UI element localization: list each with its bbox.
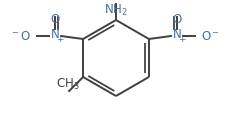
Text: O: O [172,13,182,26]
Text: N: N [51,28,59,41]
Text: +: + [178,36,186,45]
Text: $^-$O: $^-$O [10,30,31,43]
Text: O: O [50,13,60,26]
Text: O$^-$: O$^-$ [201,30,220,43]
Text: CH$_3$: CH$_3$ [56,77,80,92]
Text: N: N [173,28,181,41]
Text: +: + [56,36,64,45]
Text: NH$_2$: NH$_2$ [104,3,128,18]
